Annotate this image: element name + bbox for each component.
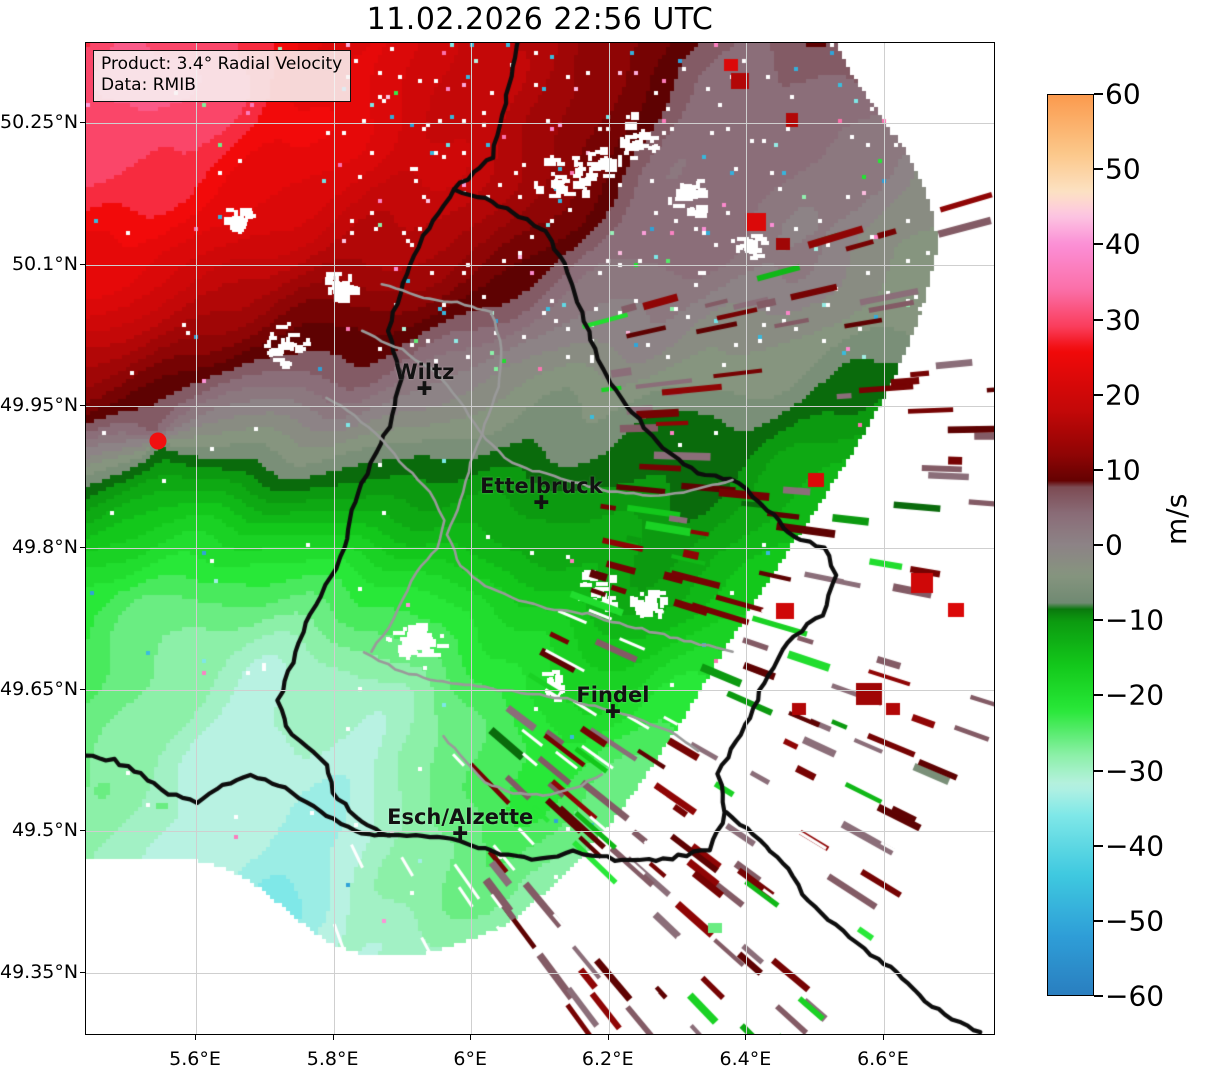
x-tick-label: 6.4°E	[719, 1048, 772, 1070]
gridline-horizontal	[86, 264, 994, 266]
gridline-vertical	[883, 43, 885, 1034]
map-gridlines	[86, 43, 994, 1034]
colorbar-tick-label: 40	[1105, 227, 1141, 261]
gridline-horizontal	[86, 972, 994, 974]
y-tickmark	[80, 263, 85, 265]
x-tick-label: 5.8°E	[306, 1048, 359, 1070]
gridline-horizontal	[86, 123, 994, 125]
city-label-esch-alzette: Esch/Alzette ✚	[387, 804, 534, 845]
city-marker-icon: ✚	[452, 822, 469, 845]
city-name: Findel	[576, 683, 650, 708]
y-tickmark	[80, 122, 85, 124]
city-marker-icon: ✚	[533, 491, 550, 514]
y-tickmark	[80, 688, 85, 690]
colorbar-tickmark	[1094, 318, 1103, 321]
colorbar-tick-label: −30	[1105, 754, 1165, 787]
x-tick-label: 6°E	[453, 1048, 487, 1070]
colorbar-tick-label: −10	[1105, 603, 1165, 637]
colorbar	[1047, 94, 1094, 996]
y-tickmark	[80, 546, 85, 548]
colorbar-tickmark	[1094, 995, 1103, 997]
colorbar-tickmark	[1094, 694, 1103, 697]
colorbar-tick-label: 30	[1105, 303, 1141, 336]
gridline-vertical	[608, 43, 610, 1034]
info-data-line: Data: RMIB	[101, 75, 196, 96]
y-tick-label: 49.8°N	[11, 535, 78, 558]
colorbar-tick-label: 20	[1105, 378, 1141, 412]
x-tickmark	[332, 1035, 334, 1040]
radar-site-marker	[149, 432, 167, 450]
y-tickmark	[80, 971, 85, 973]
colorbar-tick-label: −50	[1105, 904, 1165, 938]
y-tickmark	[80, 830, 85, 832]
y-tick-label: 49.65°N	[0, 677, 79, 700]
colorbar-tick-label: −40	[1105, 829, 1165, 863]
city-marker-icon: ✚	[416, 378, 433, 401]
gridline-vertical	[746, 43, 748, 1034]
radar-field: Wiltz ✚ Ettelbruck ✚ Findel ✚ Esch/Alzette ✚	[86, 43, 994, 1034]
y-tick-label: 50.1°N	[11, 252, 78, 275]
x-tickmark	[745, 1035, 747, 1040]
y-tick-label: 50.25°N	[0, 111, 79, 134]
city-labels-layer: Wiltz ✚ Ettelbruck ✚ Findel ✚ Esch/Alzette ✚	[86, 43, 994, 1034]
x-tickmark	[195, 1035, 197, 1040]
colorbar-title: m/s	[1160, 493, 1193, 545]
gridline-horizontal	[86, 831, 994, 833]
colorbar-tickmark	[1094, 468, 1103, 471]
colorbar-tickmark	[1094, 544, 1103, 546]
colorbar-tick-label: 50	[1105, 152, 1141, 186]
city-label-ettelbruck: Ettelbruck ✚	[480, 473, 603, 514]
y-tick-label: 49.35°N	[0, 960, 79, 983]
page-title: 11.02.2026 22:56 UTC	[366, 2, 714, 37]
colorbar-gradient	[1048, 95, 1093, 995]
colorbar-tickmark	[1094, 769, 1103, 772]
radar-map-plot: Wiltz ✚ Ettelbruck ✚ Findel ✚ Esch/Alzette ✚ Pr…	[85, 42, 995, 1035]
x-tick-label: 5.6°E	[169, 1048, 221, 1070]
info-product-line: Product: 3.4° Radial Velocity	[101, 54, 343, 74]
city-name: Ettelbruck	[480, 473, 603, 498]
colorbar-tickmark	[1094, 919, 1103, 922]
colorbar-tick-label: 10	[1105, 453, 1141, 487]
colorbar-tick-label: 0	[1105, 528, 1123, 562]
city-label-findel: Findel ✚	[576, 683, 650, 724]
city-name: Wiltz	[394, 360, 455, 385]
colorbar-tickmark	[1094, 619, 1103, 622]
radar-velocity-field	[86, 43, 994, 1034]
colorbar-tickmark	[1094, 844, 1103, 847]
city-marker-icon: ✚	[604, 701, 621, 724]
colorbar-tickmark	[1094, 393, 1103, 396]
x-tickmark	[882, 1035, 884, 1040]
colorbar-tickmark	[1094, 243, 1103, 246]
gridline-vertical	[196, 43, 198, 1034]
y-tick-label: 49.95°N	[0, 394, 79, 417]
product-info-box: Product: 3.4° Radial Velocity Data: RMIB	[93, 50, 352, 102]
colorbar-tick-label: −60	[1105, 979, 1165, 1013]
y-tick-label: 49.5°N	[11, 819, 78, 842]
x-tickmark	[607, 1035, 609, 1040]
colorbar-tickmark	[1094, 93, 1103, 95]
x-tick-label: 6.2°E	[581, 1048, 634, 1070]
gridline-vertical	[471, 43, 473, 1034]
city-name: Esch/Alzette	[387, 804, 534, 829]
gridline-horizontal	[86, 547, 994, 549]
colorbar-tick-label: 60	[1105, 77, 1141, 111]
x-tick-label: 6.6°E	[857, 1048, 909, 1070]
colorbar-tick-label: −20	[1105, 678, 1165, 712]
colorbar-tickmark	[1094, 168, 1103, 171]
x-tickmark	[470, 1035, 472, 1040]
gridline-horizontal	[86, 406, 994, 408]
gridline-horizontal	[86, 689, 994, 691]
city-label-wiltz: Wiltz ✚	[394, 360, 455, 401]
gridline-vertical	[333, 43, 335, 1034]
y-tickmark	[80, 405, 85, 407]
